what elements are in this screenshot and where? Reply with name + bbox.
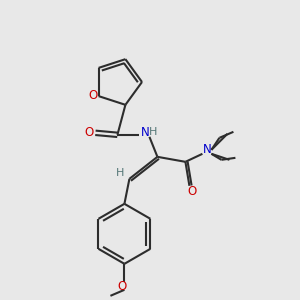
Text: N: N (141, 126, 150, 139)
Text: O: O (118, 280, 127, 293)
Text: O: O (85, 126, 94, 139)
Text: H: H (116, 168, 124, 178)
Text: N: N (203, 143, 212, 156)
Text: O: O (188, 185, 197, 198)
Text: H: H (149, 127, 158, 137)
Text: O: O (88, 88, 97, 102)
